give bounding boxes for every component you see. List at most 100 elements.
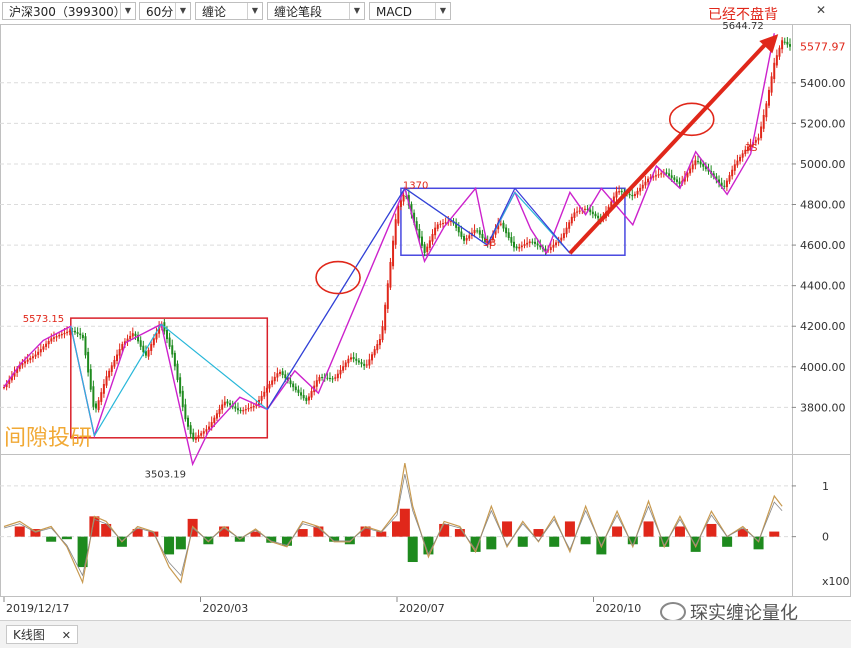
- candle-body: [10, 375, 13, 381]
- candle-body: [618, 191, 621, 193]
- chart-canvas[interactable]: 3800.00 4000.00 4200.00 4400.00 4600.00 4800.…: [0, 0, 851, 620]
- candle-body: [536, 243, 539, 246]
- x-tick-label: 2020/03: [203, 602, 249, 615]
- candle-body: [654, 175, 657, 177]
- chevron-down-icon[interactable]: ▼: [247, 3, 262, 19]
- candle-body: [439, 223, 442, 225]
- chan-segment-line: [70, 326, 95, 436]
- candle-body: [386, 283, 389, 309]
- candle-body: [239, 409, 242, 412]
- candle-body: [129, 335, 132, 340]
- candle-body: [586, 208, 589, 211]
- candle-body: [476, 230, 479, 232]
- candle-body: [242, 410, 245, 412]
- macd-bar: [360, 526, 371, 537]
- candle-body: [641, 184, 644, 189]
- candle-body: [725, 180, 728, 188]
- candle-body: [675, 179, 678, 182]
- candle-body: [696, 161, 699, 163]
- candle-body: [528, 241, 531, 244]
- candle-body: [570, 216, 573, 224]
- candle-body: [155, 332, 158, 340]
- candle-body: [297, 389, 300, 393]
- candle-body: [512, 241, 515, 248]
- candle-body: [284, 374, 287, 379]
- candle-body: [410, 203, 413, 215]
- candle-body: [95, 403, 98, 409]
- candle-body: [213, 417, 216, 423]
- candle-body: [760, 126, 763, 139]
- candle-body: [168, 337, 171, 347]
- candle-body: [302, 395, 305, 399]
- period-selector[interactable]: 60分 ▼: [139, 2, 191, 20]
- macd-bar: [30, 529, 41, 537]
- candle-body: [718, 179, 721, 184]
- macd-bar: [376, 531, 387, 537]
- macd-bar: [722, 536, 733, 547]
- chan-segment-line: [160, 323, 268, 410]
- candle-body: [499, 223, 502, 225]
- candle-body: [152, 338, 155, 346]
- indicator3-selector[interactable]: MACD ▼: [369, 2, 451, 20]
- macd-bar: [454, 529, 465, 537]
- candle-body: [336, 373, 339, 379]
- candle-body: [89, 369, 92, 390]
- chevron-down-icon[interactable]: ▼: [435, 3, 450, 19]
- candle-body: [628, 193, 631, 196]
- candle-body: [218, 408, 221, 415]
- candle-body: [315, 380, 318, 387]
- candle-body: [271, 380, 274, 385]
- candle-body: [305, 397, 308, 401]
- pivot-box-red: [70, 317, 269, 439]
- candle-body: [347, 358, 350, 364]
- candle-body: [18, 364, 21, 370]
- y-tick-label: 5400.00: [800, 77, 846, 90]
- candle-body: [578, 210, 581, 212]
- macd-bar: [399, 508, 410, 537]
- candle-body: [357, 360, 360, 363]
- candle-body: [184, 404, 187, 420]
- macd-bar: [266, 536, 277, 543]
- candle-body: [37, 351, 40, 355]
- candle-body: [13, 372, 16, 377]
- candle-body: [518, 246, 521, 249]
- candle-body: [691, 164, 694, 170]
- candle-body: [449, 221, 452, 223]
- chevron-down-icon[interactable]: ▼: [349, 3, 364, 19]
- tab-kline[interactable]: K线图 ✕: [6, 625, 78, 644]
- candle-body: [331, 378, 334, 380]
- candle-body: [389, 261, 392, 288]
- candle-body: [87, 351, 90, 373]
- candle-body: [100, 392, 103, 402]
- candle-body: [76, 332, 79, 334]
- candle-body: [321, 377, 324, 379]
- macd-bar: [674, 526, 685, 537]
- candle-body: [491, 233, 494, 241]
- candle-body: [591, 211, 594, 215]
- candle-body: [754, 139, 757, 143]
- candle-body: [158, 326, 161, 334]
- candle-body: [633, 193, 636, 196]
- indicator1-selector[interactable]: 缠论 ▼: [195, 2, 263, 20]
- chevron-down-icon[interactable]: ▼: [175, 3, 190, 19]
- symbol-selector[interactable]: 沪深300（399300） ▼: [2, 2, 136, 20]
- close-icon[interactable]: ✕: [816, 3, 827, 17]
- candle-body: [365, 364, 368, 366]
- candle-body: [339, 369, 342, 375]
- candle-body: [652, 176, 655, 178]
- close-icon[interactable]: ✕: [61, 629, 71, 642]
- wechat-icon: [660, 602, 686, 622]
- candle-body: [689, 168, 692, 174]
- indicator2-selector[interactable]: 缠论笔段 ▼: [267, 2, 365, 20]
- candle-body: [731, 169, 734, 177]
- macd-bar: [769, 531, 780, 537]
- candle-body: [307, 396, 310, 401]
- price-annotation: 3S: [745, 143, 758, 154]
- candle-body: [250, 407, 253, 409]
- candle-body: [665, 172, 668, 174]
- macd-bar: [549, 536, 560, 547]
- candle-body: [704, 166, 707, 170]
- macd-bar: [627, 536, 638, 545]
- macd-bar: [423, 536, 434, 555]
- chevron-down-icon[interactable]: ▼: [120, 3, 135, 19]
